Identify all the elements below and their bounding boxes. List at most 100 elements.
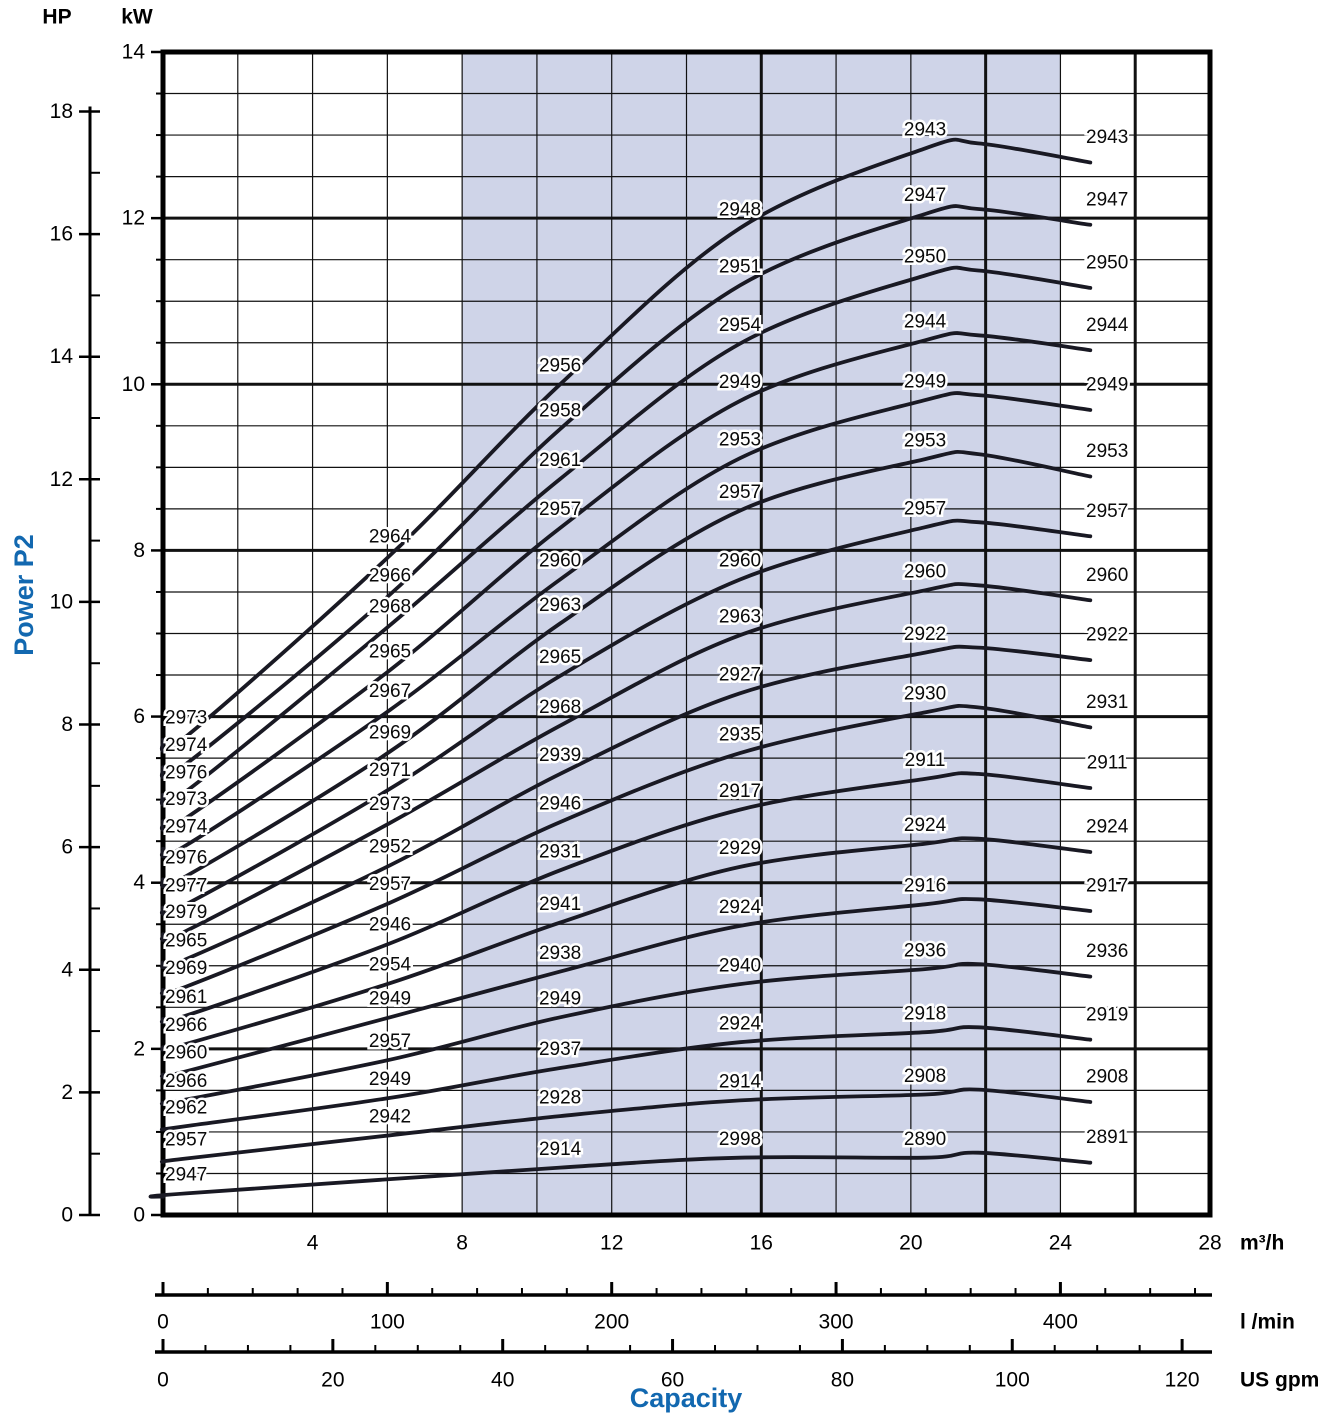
curve-label: 2911 xyxy=(1087,753,1128,774)
curve-label: 2953 xyxy=(1086,441,1128,462)
m3h-tick-label: 24 xyxy=(1049,1232,1073,1255)
power-curve-2911 xyxy=(159,771,1093,1024)
hp-tick-label: 0 xyxy=(61,1204,73,1227)
curve-label: 2949 xyxy=(369,1069,411,1090)
power-curve-2950 xyxy=(159,265,1093,807)
curve-label: 2966 xyxy=(369,566,411,587)
curve-label: 2949 xyxy=(904,371,946,392)
curve-label: 2965 xyxy=(539,647,581,668)
power-curve-2960 xyxy=(159,582,1093,942)
curve-label: 2957 xyxy=(904,498,946,519)
curve-label: 2962 xyxy=(165,1097,207,1118)
curve-label: 2924 xyxy=(719,897,762,918)
power-curve-2924 xyxy=(159,836,1093,1052)
hp-tick-label: 18 xyxy=(50,100,73,123)
curve-label: 2908 xyxy=(1086,1067,1128,1088)
curve-label: 2954 xyxy=(369,954,412,975)
usgpm-unit-label: US gpm xyxy=(1240,1369,1319,1392)
curve-label: 2917 xyxy=(719,781,761,802)
usgpm-tick-label: 40 xyxy=(491,1369,514,1392)
curve-label: 2950 xyxy=(1086,253,1128,274)
curve-label: 2976 xyxy=(165,763,207,784)
curve-label: 2944 xyxy=(1086,315,1129,336)
curve-label: 2965 xyxy=(369,641,411,662)
curve-label: 2914 xyxy=(719,1072,762,1093)
curve-labels: 2973 2964 2956 2948 2943 2943 2974 2966 2958 2951… xyxy=(163,117,1132,1188)
power-curve-2953 xyxy=(160,449,1093,889)
curve-label: 2960 xyxy=(1086,565,1128,586)
lmin-tick-label: 300 xyxy=(819,1311,854,1334)
curve-label: 2946 xyxy=(369,915,411,936)
lmin-tick-label: 400 xyxy=(1043,1311,1078,1334)
curve-label: 2974 xyxy=(165,817,208,838)
power-curve-2949 xyxy=(159,391,1093,859)
kw-tick-label: 10 xyxy=(122,373,145,396)
curve-label: 2942 xyxy=(369,1106,411,1127)
hp-tick-label: 6 xyxy=(61,836,73,859)
power-curve-2917 xyxy=(159,897,1093,1079)
power-curve-2891 xyxy=(148,1150,1093,1199)
curve-label: 2979 xyxy=(165,902,207,923)
curve-label: 2968 xyxy=(369,596,411,617)
curve-label: 2971 xyxy=(369,760,411,781)
usgpm-tick-label: 60 xyxy=(661,1369,684,1392)
kw-axis: 14 12 10 8 6 4 2 0 xyxy=(122,41,163,1227)
curve-label: 2928 xyxy=(539,1087,581,1108)
m3h-tick-label: 20 xyxy=(899,1232,922,1255)
power-curve-2957 xyxy=(159,518,1093,916)
curve-label: 2924 xyxy=(719,1013,762,1034)
curve-label: 2929 xyxy=(719,838,761,859)
curve-label: 2951 xyxy=(719,257,761,278)
curve-label: 2947 xyxy=(904,185,946,206)
curve-label: 2922 xyxy=(1086,625,1128,646)
curve-label: 2938 xyxy=(539,943,581,964)
power-curves xyxy=(148,137,1093,1199)
hp-tick-label: 12 xyxy=(50,468,73,491)
curve-label: 2969 xyxy=(165,958,207,979)
hp-axis-header: HP xyxy=(42,6,71,29)
kw-tick-label: 14 xyxy=(122,41,146,64)
curve-label: 2947 xyxy=(1086,189,1128,210)
curve-label: 2957 xyxy=(165,1130,207,1151)
x-axis-title: Capacity xyxy=(630,1383,743,1413)
curve-label: 2927 xyxy=(719,665,761,686)
curve-label: 2966 xyxy=(165,1015,207,1036)
kw-tick-label: 4 xyxy=(133,871,145,894)
curve-label: 2967 xyxy=(369,681,411,702)
usgpm-axis: 0 20 40 60 80 100 120 xyxy=(155,1339,1212,1392)
curve-label: 2960 xyxy=(719,551,761,572)
curve-label: 2973 xyxy=(165,789,207,810)
power-curve-2943 xyxy=(159,137,1093,753)
curve-label: 2890 xyxy=(904,1129,946,1150)
curve-label: 2954 xyxy=(719,315,762,336)
usgpm-tick-label: 100 xyxy=(995,1369,1030,1392)
curve-label: 2953 xyxy=(719,429,761,450)
curve-label: 2976 xyxy=(165,847,207,868)
power-curve-2908 xyxy=(159,1087,1093,1164)
kw-tick-label: 8 xyxy=(133,539,145,562)
curve-label: 2968 xyxy=(539,697,581,718)
curve-label: 2973 xyxy=(369,794,411,815)
curve-label: 2936 xyxy=(1086,941,1128,962)
curve-label: 2949 xyxy=(369,989,411,1010)
curve-label: 2948 xyxy=(719,199,761,220)
m3h-unit-label: m³/h xyxy=(1240,1232,1284,1255)
curve-label: 2960 xyxy=(904,562,946,583)
curve-label: 2961 xyxy=(165,987,207,1008)
curve-label: 2931 xyxy=(539,841,581,862)
curve-label: 2965 xyxy=(165,930,207,951)
curve-label: 2966 xyxy=(165,1071,207,1092)
lmin-tick-label: 100 xyxy=(370,1311,405,1334)
kw-tick-label: 6 xyxy=(133,705,145,728)
curve-label: 2940 xyxy=(719,955,761,976)
m3h-axis: 4 8 12 16 20 24 28 xyxy=(307,1232,1222,1255)
curve-label: 2911 xyxy=(905,750,946,771)
kw-tick-label: 2 xyxy=(133,1037,145,1060)
curve-label: 2957 xyxy=(719,482,761,503)
curve-label: 2964 xyxy=(369,527,412,548)
curve-label: 2917 xyxy=(1086,876,1128,897)
lmin-unit-label: l /min xyxy=(1240,1311,1295,1334)
